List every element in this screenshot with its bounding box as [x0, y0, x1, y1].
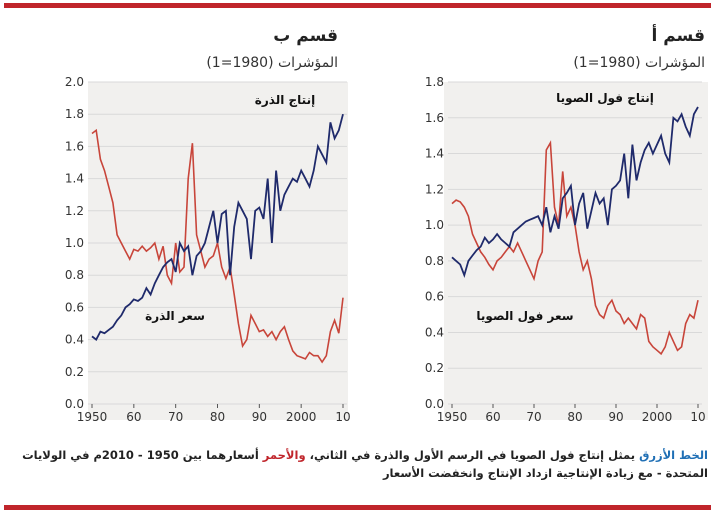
- x-tick-label: 2000: [286, 410, 317, 424]
- panel-a-price-label: سعر فول الصويا: [476, 309, 573, 324]
- y-tick-label: 1.4: [65, 172, 84, 186]
- panel-b-y-ticks: 0.0 0.2 0.4 0.6 0.8 1.0 1.2 1.4 1.6 1.8 2.0: [65, 75, 84, 411]
- panel-b-production-label: إنتاج الذرة: [255, 93, 315, 107]
- top-rule: [4, 3, 711, 8]
- panel-a-subtitle: المؤشرات (1980=1): [573, 55, 705, 71]
- caption-text-1: يمثل إنتاج فول الصويا في الرسم الأول وال…: [305, 448, 640, 462]
- x-tick-label: 80: [210, 410, 225, 424]
- panel-b-grid: [88, 81, 347, 405]
- x-tick-label: 60: [485, 410, 500, 424]
- x-tick-label: 80: [567, 410, 582, 424]
- panel-a-x-ticks: 1950 60 70 80 90 2000 10: [437, 404, 706, 424]
- panel-b-x-ticks: 1950 60 70 80 90 2000 10: [77, 404, 351, 424]
- caption: الخط الأزرق يمثل إنتاج فول الصويا في الر…: [8, 446, 708, 482]
- x-tick-label: 2000: [642, 410, 673, 424]
- y-tick-label: 1.6: [65, 139, 84, 153]
- y-tick-label: 0.4: [65, 333, 84, 347]
- y-tick-label: 1.2: [425, 182, 444, 196]
- panel-a-y-ticks: 0.0 0.2 0.4 0.6 0.8 1.0 1.2 1.4 1.6 1.8: [425, 75, 444, 411]
- y-tick-label: 0.6: [65, 300, 84, 314]
- x-tick-label: 1950: [437, 410, 468, 424]
- panel-b-background: [88, 82, 348, 420]
- charts-area: قسم ب المؤشرات (1980=1) 0.0 0.2 0.4 0.6 0.8 1…: [65, 24, 708, 424]
- y-tick-label: 0.6: [425, 290, 444, 304]
- x-tick-label: 10: [335, 410, 350, 424]
- x-tick-label: 70: [168, 410, 183, 424]
- x-tick-label: 70: [526, 410, 541, 424]
- panel-b-production-line: [91, 113, 344, 341]
- y-tick-label: 0.4: [425, 325, 444, 339]
- y-tick-label: 2.0: [65, 75, 84, 89]
- y-tick-label: 1.6: [425, 111, 444, 125]
- x-tick-label: 1950: [77, 410, 108, 424]
- panel-a: قسم أ المؤشرات (1980=1) 0.0 0.2 0.4 0.6 0.8 1…: [425, 24, 708, 424]
- y-tick-label: 1.0: [425, 218, 444, 232]
- panel-a-title: قسم أ: [651, 24, 705, 46]
- panel-a-production-label: إنتاج فول الصويا: [556, 91, 654, 106]
- y-tick-label: 1.0: [65, 236, 84, 250]
- caption-blue-line: الخط الأزرق: [639, 448, 708, 462]
- caption-red-line: والأحمر: [262, 448, 306, 462]
- bottom-rule: [4, 505, 711, 510]
- panel-b-subtitle: المؤشرات (1980=1): [206, 55, 338, 71]
- y-tick-label: 0.8: [65, 268, 84, 282]
- y-tick-label: 1.2: [65, 204, 84, 218]
- y-tick-label: 0.8: [425, 254, 444, 268]
- x-tick-label: 90: [608, 410, 623, 424]
- x-tick-label: 90: [252, 410, 267, 424]
- y-tick-label: 1.4: [425, 147, 444, 161]
- panel-b: قسم ب المؤشرات (1980=1) 0.0 0.2 0.4 0.6 0.8 1…: [65, 26, 351, 424]
- y-tick-label: 1.8: [425, 75, 444, 89]
- y-tick-label: 0.0: [425, 397, 444, 411]
- x-tick-label: 60: [126, 410, 141, 424]
- y-tick-label: 0.2: [425, 361, 444, 375]
- y-tick-label: 1.8: [65, 107, 84, 121]
- y-tick-label: 0.2: [65, 365, 84, 379]
- y-tick-label: 0.0: [65, 397, 84, 411]
- caption-text-2: أسعارهما بين 1950 - 2010م في الولايات ال…: [22, 448, 708, 480]
- panel-b-price-label: سعر الذرة: [145, 309, 205, 323]
- panel-a-background: [444, 82, 708, 420]
- panel-a-production-line: [451, 106, 699, 279]
- x-tick-label: 10: [690, 410, 705, 424]
- panel-b-title: قسم ب: [273, 26, 338, 46]
